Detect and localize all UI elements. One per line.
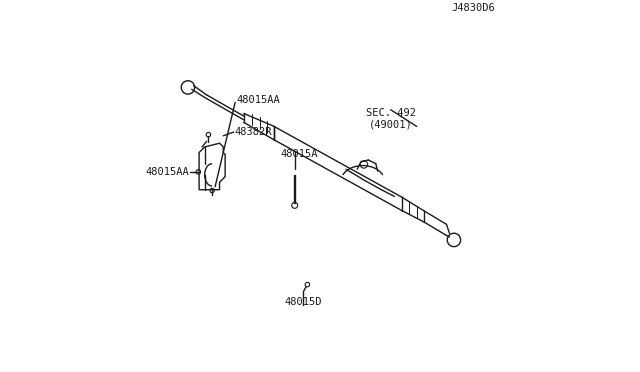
Text: J4830D6: J4830D6	[451, 3, 495, 13]
Text: 48382R: 48382R	[234, 127, 272, 137]
Text: 48015A: 48015A	[281, 149, 318, 159]
Text: 48015AA: 48015AA	[145, 167, 189, 177]
Text: 48015D: 48015D	[285, 297, 322, 307]
Text: SEC. 492
(49001): SEC. 492 (49001)	[365, 108, 416, 129]
Text: 48015AA: 48015AA	[236, 96, 280, 105]
